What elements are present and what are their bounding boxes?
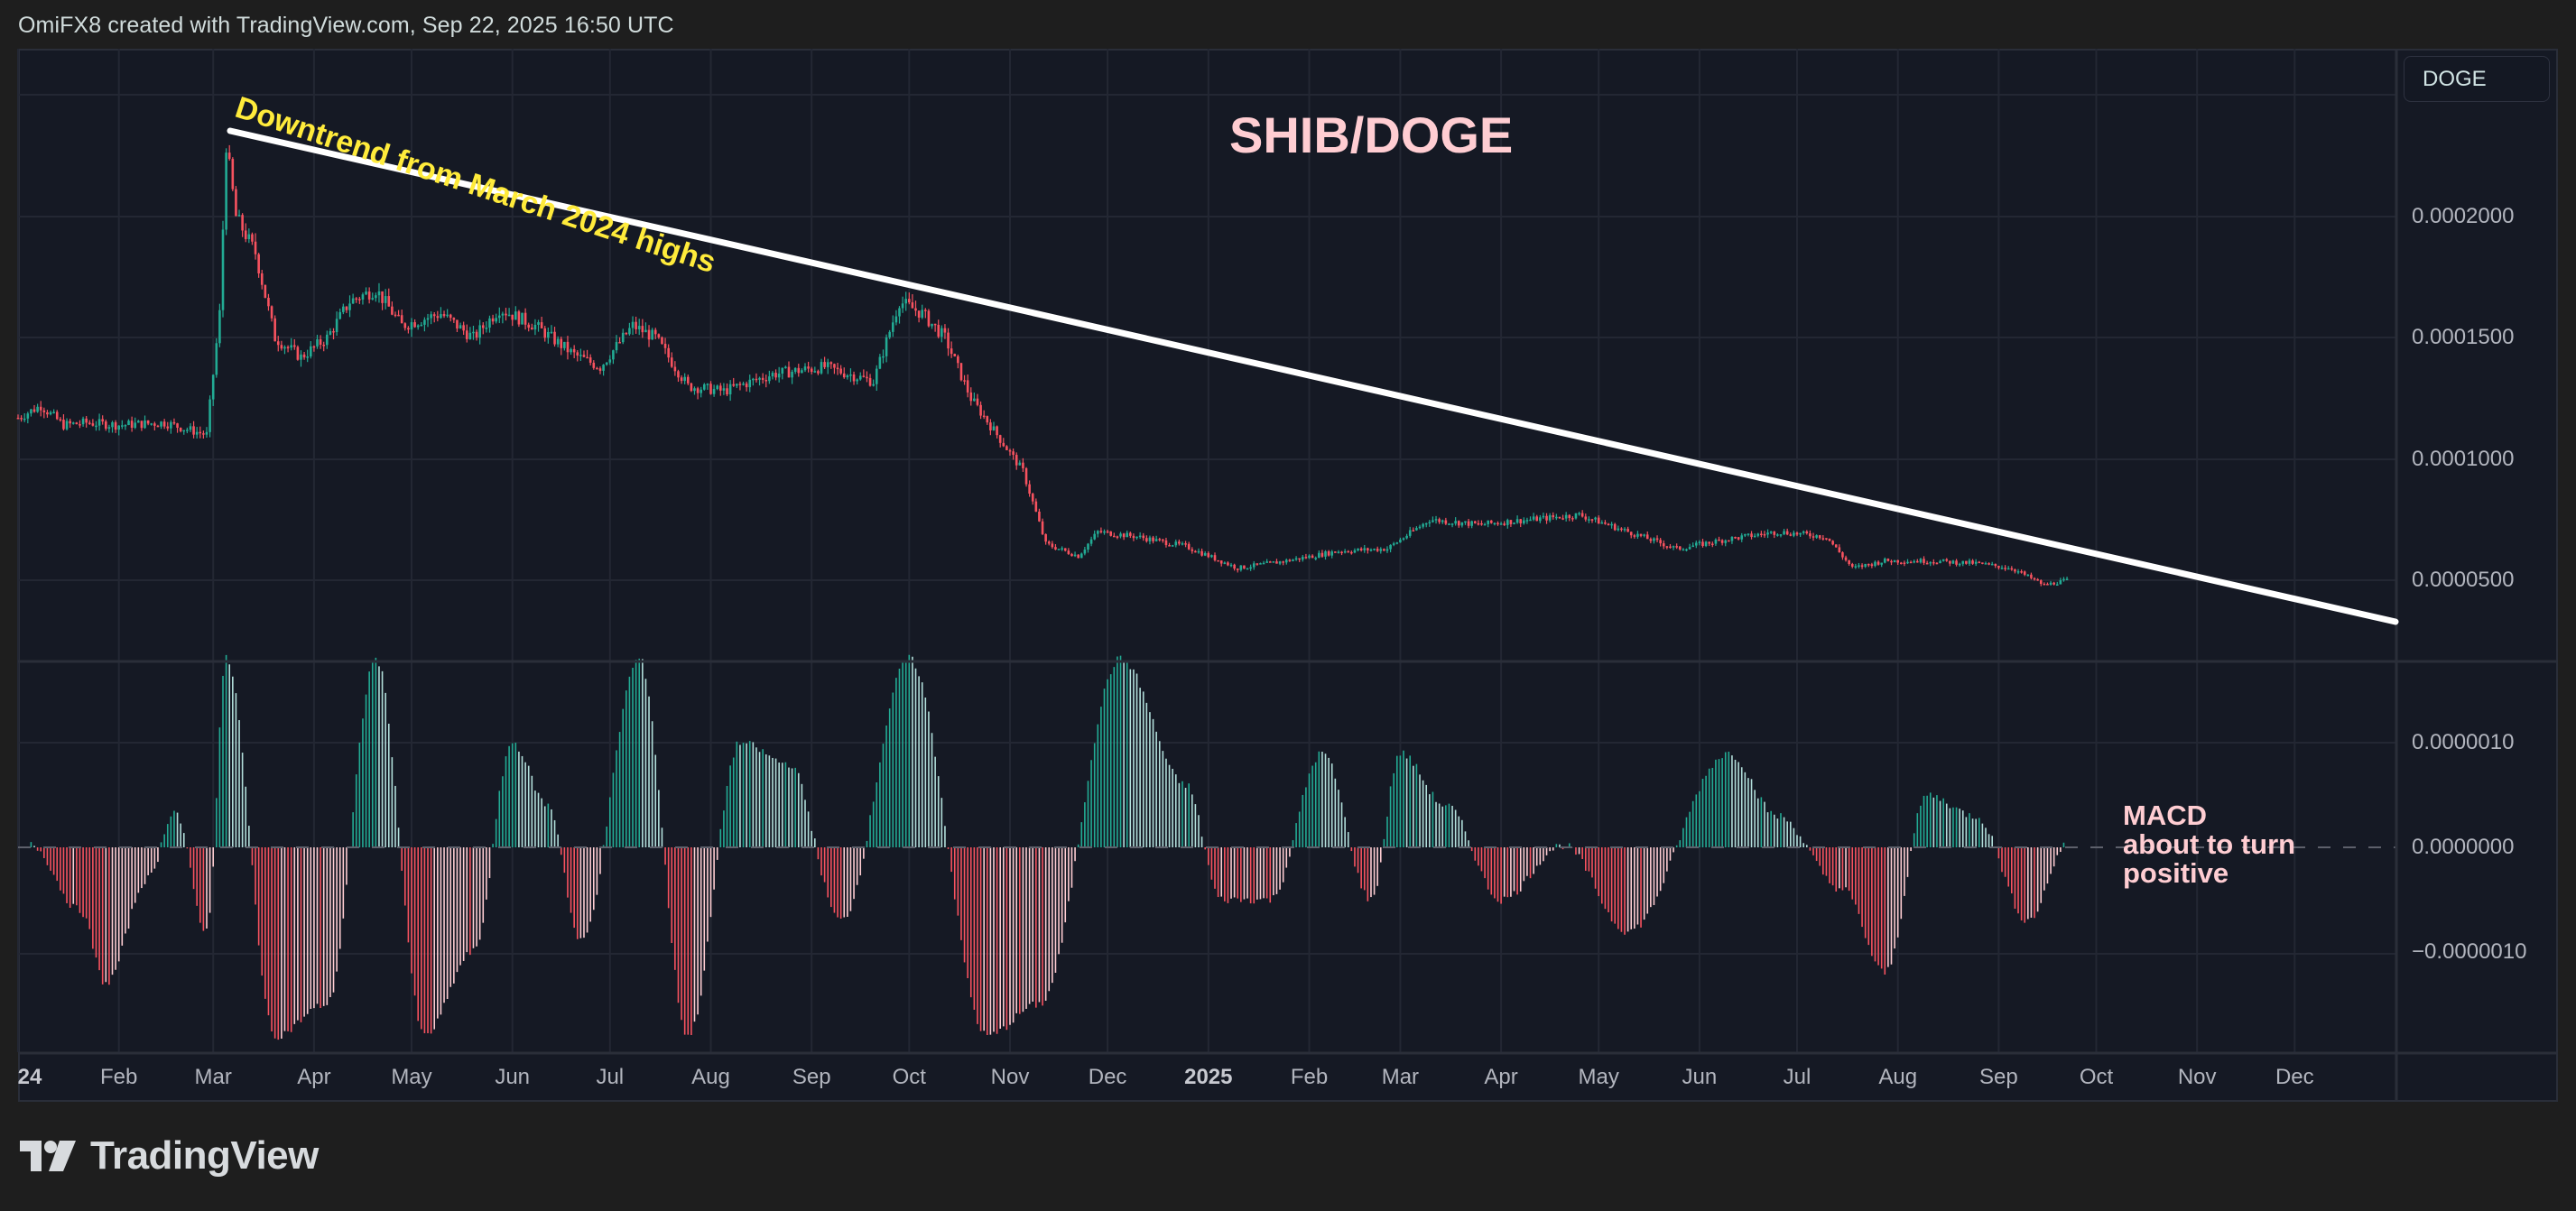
symbol-text: DOGE [2423,66,2487,91]
time-axis-label: Jun [1682,1065,1718,1089]
time-axis-label: Apr [1484,1065,1518,1089]
tradingview-logo[interactable]: TradingView [20,1133,319,1179]
tradingview-logo-text: TradingView [90,1133,319,1178]
time-axis-label: May [1578,1065,1619,1089]
time-axis-label: Mar [1381,1065,1420,1089]
time-axis-label: Jul [596,1065,625,1089]
macd-axis-label: −0.0000010 [2412,939,2527,964]
time-axis-label: Dec [1088,1065,1127,1089]
price-axis-label: 0.0001000 [2412,446,2515,471]
time-axis-label: 2025 [1184,1065,1233,1089]
time-axis-label: Mar [194,1065,232,1089]
time-axis-label: Feb [1290,1065,1329,1089]
time-axis-label: Nov [990,1065,1030,1089]
time-axis-label: Feb [100,1065,138,1089]
symbol-label[interactable]: DOGE [2404,56,2550,102]
time-axis-label: Jul [1783,1065,1812,1089]
macd-axis-label: 0.0000000 [2412,835,2515,859]
tradingview-logo-icon [20,1141,76,1171]
time-axis-label: Oct [892,1065,926,1089]
downtrend-line[interactable] [227,127,2399,625]
chart-credit: OmiFX8 created with TradingView.com, Sep… [18,13,674,38]
time-axis-label: Aug [691,1065,730,1089]
chart-title: SHIB/DOGE [1229,106,1514,163]
time-axis-label: Dec [2275,1065,2314,1089]
price-axis-label: 0.0001500 [2412,325,2515,350]
time-axis-label: Nov [2177,1065,2217,1089]
time-axis-label: Jun [495,1065,531,1089]
grid-lines [17,49,2395,1052]
time-axis-label: Sep [792,1065,831,1089]
time-axis-label: Aug [1878,1065,1918,1089]
time-axis-label: May [391,1065,432,1089]
macd-note-line-2: about to turn [2123,828,2296,860]
price-axis-label: 0.0000500 [2412,568,2515,592]
price-axis-label: 0.0002000 [2412,204,2515,228]
time-axis-label: Oct [2079,1065,2114,1089]
time-axis-label: 24 [17,1065,42,1089]
macd-axis-label: 0.0000010 [2412,730,2515,754]
candlestick-series [16,144,2069,587]
macd-note-line-3: positive [2123,857,2229,889]
time-axis-label: Sep [1979,1065,2018,1089]
macd-annotation: MACD about to turn positive [2123,801,2295,888]
time-axis-label: Apr [297,1065,331,1089]
macd-note-line-1: MACD [2123,800,2207,831]
macd-histogram [30,654,2068,1040]
